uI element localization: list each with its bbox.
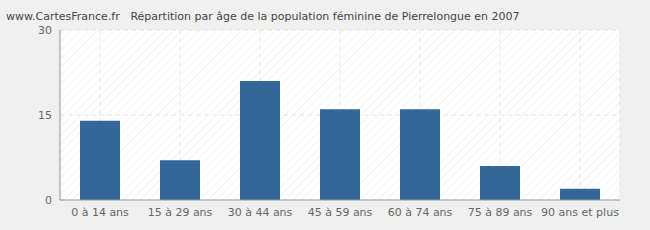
svg-text:30: 30 — [38, 24, 52, 37]
svg-text:45 à 59 ans: 45 à 59 ans — [308, 206, 373, 219]
svg-text:75 à 89 ans: 75 à 89 ans — [468, 206, 533, 219]
svg-text:0: 0 — [45, 194, 52, 207]
svg-text:0 à 14 ans: 0 à 14 ans — [71, 206, 129, 219]
svg-text:15: 15 — [38, 109, 52, 122]
svg-text:60 à 74 ans: 60 à 74 ans — [388, 206, 453, 219]
svg-text:90 ans et plus: 90 ans et plus — [541, 206, 619, 219]
html-text:Répartition par âge de la popu: Répartition par âge de la population fém… — [130, 10, 520, 23]
svg-text:15 à 29 ans: 15 à 29 ans — [148, 206, 213, 219]
html-text:www.CartesFrance.fr: www.CartesFrance.fr — [6, 10, 120, 23]
svg-text:30 à 44 ans: 30 à 44 ans — [228, 206, 293, 219]
